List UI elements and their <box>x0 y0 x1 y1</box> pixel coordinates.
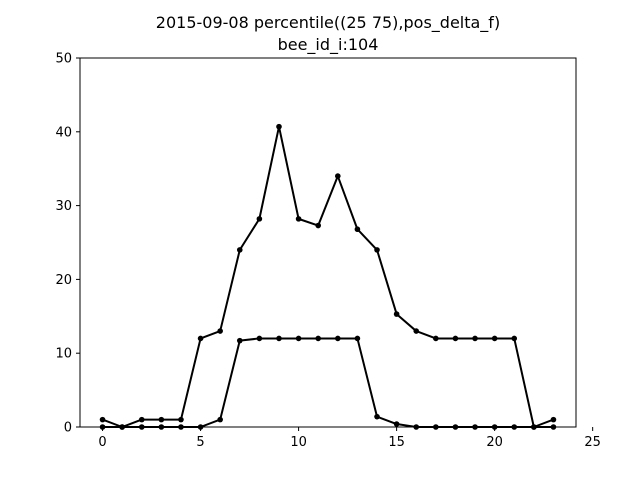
series-1-point <box>256 216 263 222</box>
series-1-point <box>178 416 184 423</box>
series-1-point <box>374 247 380 253</box>
series-1-point <box>315 222 321 229</box>
x-tick-label: 15 <box>388 435 405 450</box>
series-1-point <box>452 335 459 342</box>
y-tick-label: 30 <box>55 199 72 214</box>
series-1-point <box>335 173 341 179</box>
x-tick-label: 20 <box>486 435 503 450</box>
series-1-point <box>491 335 498 342</box>
series-1-point <box>354 226 361 233</box>
series-1-point <box>433 335 439 342</box>
series-1-point <box>236 247 243 253</box>
series-1-point <box>413 328 420 334</box>
y-tick-label: 20 <box>55 273 72 288</box>
series-2-point <box>217 416 223 423</box>
series-1-point <box>550 416 557 423</box>
chart-subtitle: bee_id_i:104 <box>278 35 379 55</box>
series-1-point <box>295 216 302 222</box>
series-2-point <box>393 421 400 427</box>
chart-title: 2015-09-08 percentile((25 75),pos_delta_… <box>156 13 500 33</box>
series-1-point <box>511 335 518 342</box>
y-tick-label: 40 <box>55 125 72 140</box>
series-2-point <box>236 337 243 344</box>
series-2-point <box>354 335 361 342</box>
plot-area: 0 5 10 15 20 25 0 10 20 30 40 50 <box>55 52 600 451</box>
series-2-point <box>276 335 282 342</box>
x-axis: 0 5 10 15 20 25 <box>98 427 601 450</box>
series-2-point <box>256 335 263 342</box>
x-tick-label: 10 <box>290 435 307 450</box>
series-2-point <box>374 413 380 420</box>
x-tick-label: 25 <box>584 435 601 450</box>
y-tick-label: 0 <box>64 421 72 436</box>
series-2-point <box>295 335 302 342</box>
y-tick-label: 50 <box>55 52 72 67</box>
y-axis: 0 10 20 30 40 50 <box>55 52 80 436</box>
y-tick-label: 10 <box>55 347 72 362</box>
series-1-point <box>276 123 282 130</box>
series-1-point <box>472 335 478 342</box>
x-tick-label: 0 <box>98 435 106 450</box>
x-tick-label: 5 <box>196 435 204 450</box>
series-2-point <box>335 335 341 342</box>
series-1-point <box>138 416 145 423</box>
series-2-point <box>315 335 321 342</box>
axes-frame <box>79 57 577 428</box>
series-1-point <box>217 328 223 334</box>
series-1-point <box>393 311 400 317</box>
series-1-point <box>158 416 165 423</box>
series-line-1 <box>102 125 554 428</box>
series-1-point <box>99 416 106 423</box>
series-1-point <box>197 335 204 342</box>
